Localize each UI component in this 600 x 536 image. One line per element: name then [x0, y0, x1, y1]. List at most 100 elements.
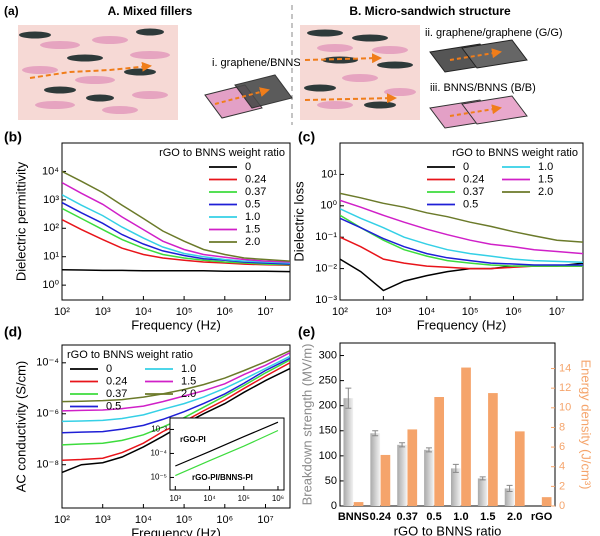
series-line: [62, 182, 290, 263]
legend-label: 0.5: [245, 198, 260, 210]
y-tick-label: 10⁻⁴: [36, 357, 59, 369]
x-tick-label: 10²: [332, 306, 348, 318]
y-tick-label: 0: [331, 500, 337, 512]
y2-tick-label: 10: [559, 402, 571, 414]
legend-label: 0.37: [106, 388, 127, 400]
bar: [407, 429, 418, 506]
series-line: [62, 194, 290, 264]
bar: [397, 444, 407, 506]
y-axis-label: Dielectric permittivity: [13, 161, 28, 281]
series-line: [62, 352, 290, 412]
series-line: [340, 192, 583, 243]
x-tick-label: 10³: [170, 494, 182, 503]
x-tick-label: 10²: [54, 514, 70, 526]
x-tick-label: 0.5: [426, 511, 441, 523]
inset-label: rGO-PI: [180, 435, 206, 444]
bar: [514, 431, 525, 506]
y-tick-label: 10⁻³: [315, 294, 337, 306]
legend-label: 0.24: [245, 173, 266, 185]
x-tick-label: 1.0: [453, 511, 468, 523]
x-tick-label: 10⁷: [549, 306, 565, 318]
inset: 10³ 10⁴ 10⁵ 10⁶ 10⁻⁵ 10⁻⁴ 10⁻³ rGO-PI rGO-PI/BNN…: [150, 417, 285, 503]
error-bar: [506, 484, 513, 492]
x-tick-label: 1.5: [480, 511, 495, 523]
y2-tick-label: 2: [559, 480, 565, 492]
legend-label: 1.0: [245, 211, 260, 223]
x-tick-label: 10⁶: [216, 514, 233, 526]
legend-label: 0.5: [106, 400, 121, 412]
x-tick-label: 2.0: [507, 511, 522, 523]
error-bar: [372, 430, 379, 437]
legend-label: 0.37: [463, 186, 484, 198]
x-tick-label: 10²: [54, 306, 70, 318]
legend-label: 0: [463, 161, 469, 173]
panel-label: (e): [298, 324, 315, 340]
error-bar: [345, 387, 352, 409]
mixed-filler-box: [18, 25, 178, 120]
y-tick-label: 10⁻³: [151, 425, 167, 434]
x-tick-label: rGO: [531, 511, 553, 523]
x-axis-label: Frequency (Hz): [131, 525, 221, 536]
legend-label: 1.0: [538, 161, 553, 173]
panel-label: (c): [298, 129, 315, 145]
y-tick-label: 10⁻⁸: [36, 459, 59, 471]
legend-label: 0.24: [463, 173, 484, 185]
y-tick-label: 10⁻⁶: [36, 408, 59, 420]
series-line: [62, 268, 290, 273]
line-chart: 10² 10³ 10⁴ 10⁵ 10⁶ 10⁷ 10⁰ 10¹ 10² 10³ 10⁴: [42, 142, 291, 318]
schematic-label: ii. graphene/graphene (G/G): [425, 27, 563, 39]
legend-label: 1.0: [181, 363, 196, 375]
y-tick-label: 10¹: [321, 168, 337, 180]
bar: [434, 397, 445, 506]
plot-area: [169, 417, 285, 491]
schematic-title: A. Mixed fillers: [108, 4, 193, 18]
x-tick-label: 10⁴: [135, 514, 152, 526]
bar: [541, 497, 552, 506]
panel-label: (a): [4, 4, 19, 18]
y2-axis-label: Energy density (J/cm³): [579, 359, 594, 489]
y2-tick-label: 8: [559, 421, 565, 433]
y-tick-label: 300: [319, 349, 337, 361]
series-line: [340, 199, 583, 255]
y-tick-label: 100: [319, 450, 337, 462]
legend-label: 0: [245, 161, 251, 173]
error-bar: [425, 447, 432, 453]
series-group: [62, 350, 290, 474]
y-tick-label: 10¹: [43, 251, 59, 263]
y-tick-label: 10⁴: [42, 165, 59, 177]
bar: [424, 449, 434, 506]
series-line: [340, 217, 583, 266]
y2-tick-label: 6: [559, 441, 565, 453]
x-tick-label: 10⁵: [176, 514, 193, 526]
legend-label: 2.0: [538, 186, 553, 198]
schematic-title: B. Micro-sandwich structure: [349, 4, 511, 18]
x-tick-label: 0.24: [370, 511, 392, 523]
x-tick-label: 10⁷: [257, 514, 273, 526]
y-tick-label: 200: [319, 400, 337, 412]
bar: [380, 454, 391, 506]
y-tick-label: 250: [319, 375, 337, 387]
legend-title: rGO to BNNS weight ratio: [159, 147, 285, 159]
inset-label: rGO-PI/BNNS-PI: [192, 473, 253, 482]
y-axis-label: Dielectric loss: [291, 181, 306, 262]
legend-label: 1.5: [245, 223, 260, 235]
series-line: [62, 207, 290, 266]
y-tick-label: 10²: [43, 222, 59, 234]
y-tick-label: 150: [319, 425, 337, 437]
panel-label: (d): [4, 324, 22, 340]
x-axis-label: Frequency (Hz): [417, 317, 507, 332]
y2-tick-label: 4: [559, 461, 565, 473]
bar: [343, 398, 354, 506]
legend-label: 2.0: [245, 236, 260, 248]
series-line: [175, 421, 279, 467]
series-line: [62, 201, 290, 265]
plot-area: [339, 142, 584, 301]
y2-tick-label: 12: [559, 382, 571, 394]
legend-title: rGO to BNNS weight ratio: [452, 147, 578, 159]
series-line: [340, 214, 583, 267]
error-bar: [399, 442, 406, 448]
legend-label: 1.5: [538, 173, 553, 185]
series-line: [62, 170, 290, 262]
bar: [504, 488, 515, 506]
x-tick-label: 10⁶: [216, 306, 233, 318]
